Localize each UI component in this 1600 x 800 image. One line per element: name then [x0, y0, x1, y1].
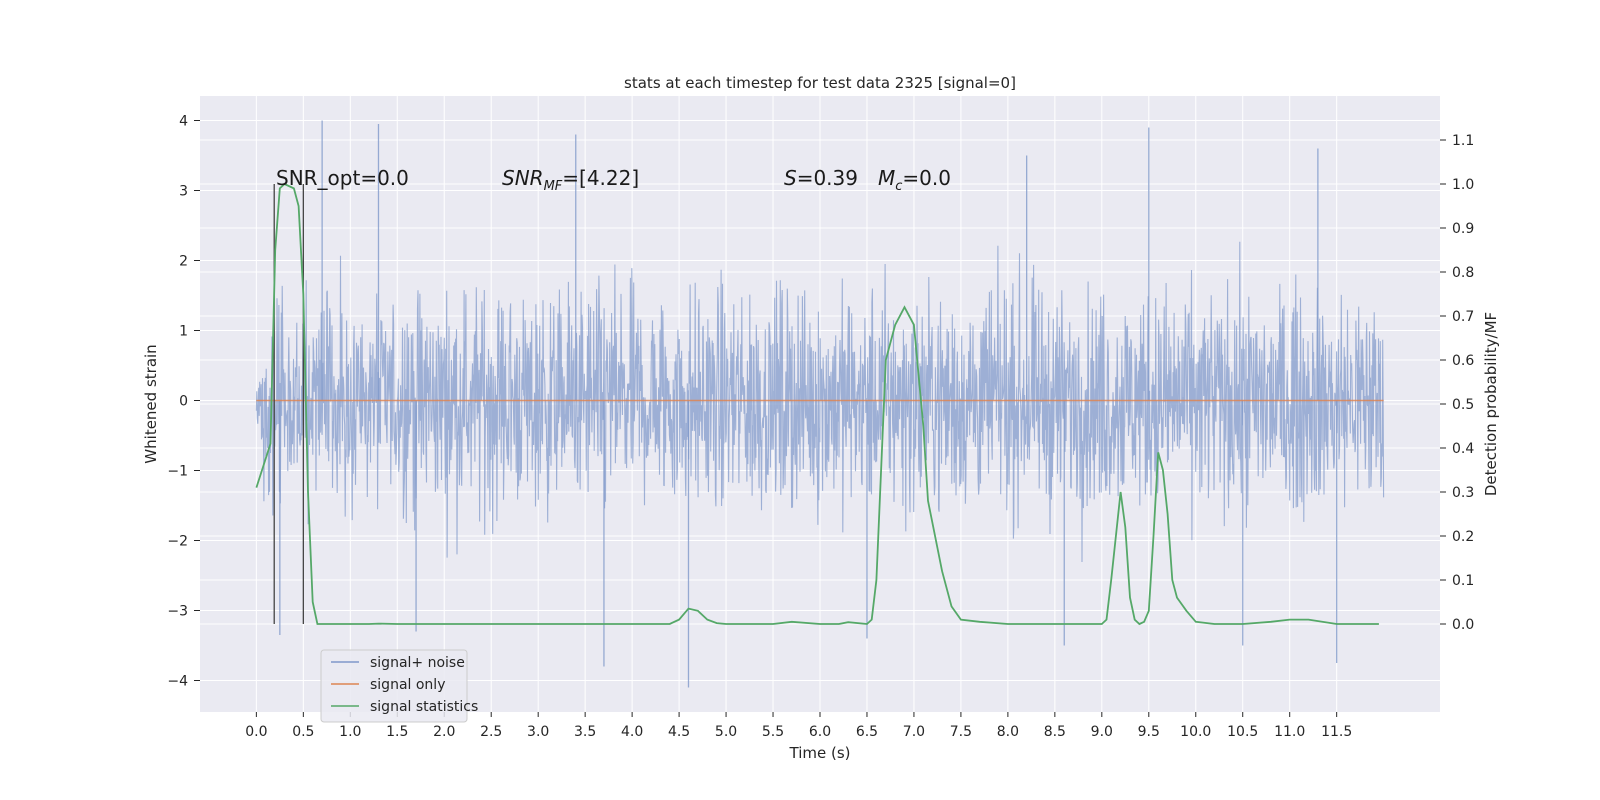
x-tick-label: 8.5 — [1044, 724, 1066, 740]
annotation-snr-opt: SNR_opt=0.0 — [276, 166, 409, 190]
y-tick-label: −3 — [167, 604, 188, 620]
y2-tick-label: 0.6 — [1452, 353, 1474, 369]
series-signal-statistics — [255, 182, 1379, 626]
y2-tick-label: 0.0 — [1452, 617, 1474, 633]
annotation-s-symbol: S — [784, 166, 797, 190]
annotation-mc-subscript: c — [895, 179, 902, 194]
y2-tick-label: 0.4 — [1452, 441, 1474, 457]
x-tick-label: 0.5 — [292, 724, 314, 740]
x-tick-label: 7.5 — [950, 724, 972, 740]
x-tick-label: 4.5 — [668, 724, 690, 740]
y2-tick-label: 0.7 — [1452, 309, 1474, 325]
x-tick-label: 6.0 — [809, 724, 831, 740]
x-tick-labels: 0.0 0.5 1.0 1.5 2.0 2.5 3.0 3.5 4.0 4.5 5.0 5.5 6.0 6… — [245, 712, 1352, 740]
y2-tick-label: 0.2 — [1452, 529, 1474, 545]
x-tick-label: 9.5 — [1138, 724, 1160, 740]
x-tick-label: 1.5 — [386, 724, 408, 740]
y-axis-label: Whitened strain — [142, 344, 160, 463]
y2-tick-labels: 1.1 1.0 0.9 0.8 0.7 0.6 0.5 0.4 0.3 0.2 0.1 0.0 — [1440, 133, 1474, 633]
y2-tick-label: 1.1 — [1452, 133, 1474, 149]
x-tick-label: 8.0 — [997, 724, 1019, 740]
series-signal-plus-noise — [255, 120, 1385, 688]
x-tick-label: 10.5 — [1227, 724, 1258, 740]
annotation-snr-mf-value: =[4.22] — [562, 166, 639, 190]
x-tick-label: 0.0 — [245, 724, 267, 740]
x-tick-label: 1.0 — [339, 724, 361, 740]
noise-trace — [255, 241, 1385, 563]
x-tick-label: 5.0 — [715, 724, 737, 740]
legend-label-signal-statistics: signal statistics — [370, 699, 478, 715]
x-tick-label: 6.5 — [856, 724, 878, 740]
y2-tick-label: 0.3 — [1452, 485, 1474, 501]
x-tick-label: 3.5 — [574, 724, 596, 740]
annotation-s-value: =0.39 — [797, 166, 858, 190]
x-tick-label: 2.0 — [433, 724, 455, 740]
annotation-s: S=0.39 — [784, 166, 858, 190]
annotation-snr-mf-symbol: SNR — [502, 166, 544, 190]
x-tick-label: 3.0 — [527, 724, 549, 740]
x-tick-label: 2.5 — [480, 724, 502, 740]
y-tick-label: −2 — [167, 534, 188, 550]
y2-axis-label: Detection probability/MF — [1482, 312, 1500, 496]
legend-label-signal-plus-noise: signal+ noise — [370, 655, 465, 671]
y2-tick-label: 1.0 — [1452, 177, 1474, 193]
x-tick-label: 11.0 — [1274, 724, 1305, 740]
legend-label-signal-only: signal only — [370, 677, 445, 693]
annotation-mc: Mc=0.0 — [878, 166, 951, 194]
legend-box — [320, 649, 468, 723]
y-tick-label: 1 — [179, 324, 188, 340]
annotation-mc-symbol: M — [878, 166, 895, 190]
y-tick-label: 3 — [179, 184, 188, 200]
x-tick-label: 7.0 — [903, 724, 925, 740]
x-tick-label: 11.5 — [1321, 724, 1352, 740]
annotation-mc-value: =0.0 — [902, 166, 951, 190]
y2-tick-label: 0.8 — [1452, 265, 1474, 281]
statistics-line — [255, 182, 1379, 626]
x-tick-label: 5.5 — [762, 724, 784, 740]
y-tick-label: 4 — [179, 114, 188, 130]
annotation-snr-mf-subscript: MF — [544, 179, 563, 194]
x-tick-label: 10.0 — [1180, 724, 1211, 740]
y2-tick-label: 0.9 — [1452, 221, 1474, 237]
y-tick-label: 0 — [179, 394, 188, 410]
x-tick-label: 4.0 — [621, 724, 643, 740]
x-axis-label: Time (s) — [789, 744, 851, 762]
y-tick-label: 2 — [179, 254, 188, 270]
legend: signal+ noise signal only signal statist… — [320, 649, 478, 723]
chart-title: stats at each timestep for test data 232… — [624, 74, 1016, 92]
y2-tick-label: 0.5 — [1452, 397, 1474, 413]
y-tick-labels: 4 3 2 1 0 −1 −2 −3 −4 — [167, 114, 200, 690]
y-tick-label: −1 — [167, 464, 188, 480]
x-tick-label: 9.0 — [1091, 724, 1113, 740]
y2-tick-label: 0.1 — [1452, 573, 1474, 589]
annotation-snr-mf: SNRMF=[4.22] — [502, 166, 639, 194]
y-tick-label: −4 — [167, 674, 188, 690]
